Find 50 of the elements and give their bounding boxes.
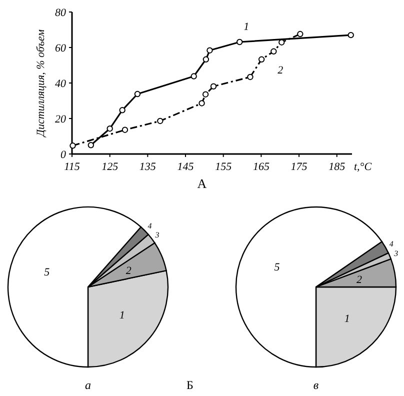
x-tick-label: 185 <box>328 161 346 173</box>
x-tick-label: 135 <box>139 161 156 173</box>
point <box>106 126 113 132</box>
point <box>198 100 205 106</box>
point <box>202 56 210 62</box>
x-tick-label: 155 <box>215 161 232 173</box>
x-tick-label: 165 <box>252 161 270 173</box>
y-axis-title: Дистилляция, % объем <box>35 29 47 138</box>
slice-label: 4 <box>389 240 394 249</box>
slice-label: 1 <box>119 310 125 322</box>
point <box>119 107 126 114</box>
y-tick-label: 60 <box>55 42 66 54</box>
point <box>122 126 128 133</box>
point <box>134 90 141 98</box>
text: Б <box>186 378 194 392</box>
point <box>206 47 213 54</box>
point <box>70 142 76 149</box>
slice-label: 3 <box>393 249 398 258</box>
point <box>236 38 243 46</box>
x-axis-title: t,°C <box>354 161 372 173</box>
point <box>297 30 304 38</box>
slice-label: 2 <box>126 265 132 278</box>
y-tick-label: 40 <box>55 78 66 90</box>
x-tick-label: 175 <box>290 161 308 173</box>
text: в <box>313 378 319 392</box>
point <box>348 32 354 38</box>
x-tick-label: 125 <box>102 161 119 173</box>
point <box>270 48 277 55</box>
slice-label: 3 <box>154 230 160 240</box>
x-tick-label: 145 <box>177 161 194 173</box>
series-label: 2 <box>278 64 284 76</box>
slice-label: 1 <box>344 313 350 326</box>
point <box>88 142 94 148</box>
y-tick-label: 0 <box>60 149 66 161</box>
point <box>157 118 164 124</box>
slice-label: 2 <box>356 274 363 286</box>
point <box>202 91 209 98</box>
text: А <box>197 176 208 191</box>
point <box>190 73 197 80</box>
y-tick-label: 20 <box>55 114 66 126</box>
slice-label: 4 <box>148 222 152 231</box>
y-tick-label: 80 <box>55 7 66 19</box>
x-tick-label: 115 <box>64 161 80 173</box>
slice-label: 5 <box>44 266 50 278</box>
text: а <box>85 378 91 392</box>
point <box>247 74 254 80</box>
series-label: 1 <box>244 20 250 33</box>
point <box>258 56 265 62</box>
point <box>210 83 217 90</box>
slice-label: 5 <box>274 262 280 274</box>
